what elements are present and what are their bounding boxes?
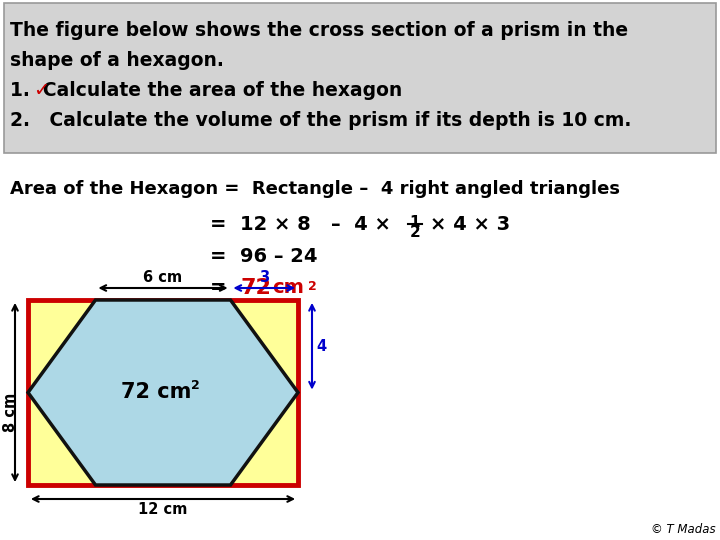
Text: 2: 2 — [191, 379, 199, 392]
Text: 1.  Calculate the area of the hexagon: 1. Calculate the area of the hexagon — [10, 81, 402, 100]
Text: =: = — [210, 247, 227, 266]
Text: =: = — [210, 215, 227, 234]
Text: 8 cm: 8 cm — [4, 393, 19, 432]
Text: 12 cm: 12 cm — [138, 502, 188, 517]
Text: shape of a hexagon.: shape of a hexagon. — [10, 51, 224, 70]
Text: =: = — [210, 278, 227, 297]
Bar — [28, 300, 298, 485]
Text: © T Madas: © T Madas — [652, 523, 716, 536]
Text: 12 × 8   –  4 ×: 12 × 8 – 4 × — [240, 215, 391, 234]
Text: 4: 4 — [316, 339, 326, 354]
Text: 1: 1 — [410, 215, 420, 230]
Text: 6 cm: 6 cm — [143, 270, 183, 285]
Text: The figure below shows the cross section of a prism in the: The figure below shows the cross section… — [10, 21, 628, 40]
Text: 2.   Calculate the volume of the prism if its depth is 10 cm.: 2. Calculate the volume of the prism if … — [10, 111, 631, 130]
Text: ✓: ✓ — [33, 81, 50, 100]
Bar — [4, 3, 716, 153]
Text: 3: 3 — [259, 270, 269, 285]
Polygon shape — [28, 300, 298, 485]
Text: Area of the Hexagon =  Rectangle –  4 right angled triangles: Area of the Hexagon = Rectangle – 4 righ… — [10, 180, 620, 198]
Text: 96 – 24: 96 – 24 — [240, 247, 318, 266]
Text: 72: 72 — [240, 278, 271, 298]
Text: × 4 × 3: × 4 × 3 — [430, 215, 510, 234]
Text: 72 cm: 72 cm — [121, 382, 192, 402]
Text: 2: 2 — [410, 225, 420, 240]
Text: cm: cm — [272, 278, 304, 297]
Text: 2: 2 — [308, 280, 317, 293]
